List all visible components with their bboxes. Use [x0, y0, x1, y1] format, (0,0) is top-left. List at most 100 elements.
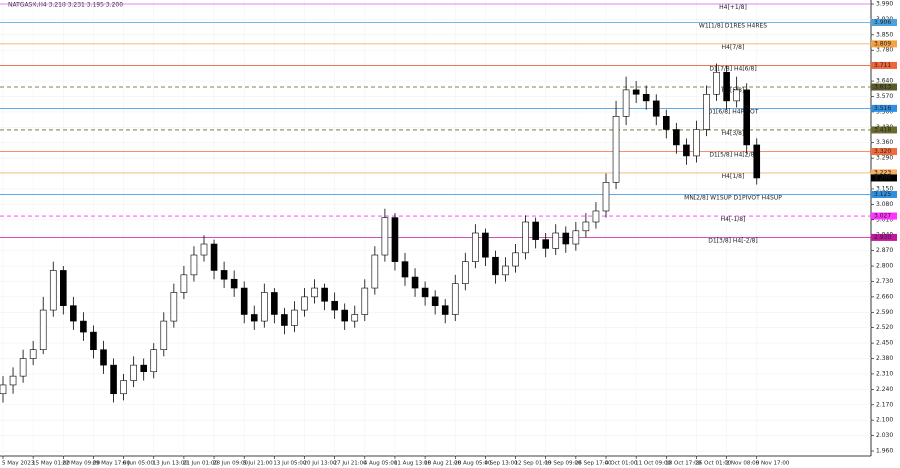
y-tick-label: 3.010: [876, 216, 893, 223]
x-tick-label: 13 Jun 13:00: [153, 461, 188, 467]
candle-body: [49, 270, 57, 311]
candle-body: [542, 239, 550, 249]
candle-body: [180, 274, 188, 293]
x-tick-label: 18 Oct 17:00: [665, 461, 701, 467]
y-tick-label: 2.100: [876, 417, 893, 424]
y-tick-label: 3.150: [876, 185, 893, 192]
level-label: W1[1/8] D1RES H4RES: [699, 22, 767, 29]
chart-title: NATGASX,H4 3.218 3.231 3.195 3.200: [8, 2, 123, 9]
y-tick-label: 2.450: [876, 340, 893, 347]
candle-body: [80, 320, 87, 333]
candle-body: [733, 89, 740, 102]
y-tick-label: 3.360: [876, 139, 893, 146]
x-tick-label: 26 Oct 01:00: [695, 461, 731, 467]
candle-body: [331, 300, 338, 311]
candle-body: [190, 254, 198, 276]
x-tick-label: 6 Jun 05:00: [123, 461, 155, 467]
level-label: H4[3/8]: [722, 130, 745, 137]
level-price-label: 2.930: [874, 234, 891, 241]
candle-body: [260, 292, 268, 322]
level-label: H4[+1/8]: [719, 4, 747, 11]
candle-body: [351, 314, 359, 322]
level-price-box: [871, 40, 897, 48]
candle-body: [130, 364, 137, 381]
level-price-box: [871, 126, 897, 134]
candle-body: [9, 375, 17, 386]
candle-body: [713, 71, 720, 95]
candle-body: [321, 287, 328, 302]
candle-body: [552, 232, 560, 249]
y-tick-label: 3.990: [876, 1, 893, 8]
candle-body: [683, 144, 690, 157]
y-tick-label: 1.960: [876, 448, 893, 455]
candle-body: [210, 243, 218, 271]
candle-body: [230, 278, 238, 289]
candle-body: [572, 230, 580, 245]
candle-body: [472, 232, 479, 262]
candle-body: [361, 287, 369, 315]
level-price-box: [871, 61, 897, 69]
x-tick-label: 9 Nov 17:00: [756, 461, 790, 467]
y-tick-label: 2.660: [876, 293, 893, 300]
y-tick-label: 3.570: [876, 93, 893, 100]
candle-body: [371, 254, 379, 289]
level-label: D1[6/8] H4PIVOT: [708, 108, 759, 115]
candle-body: [341, 309, 349, 322]
candle-body: [461, 261, 469, 284]
candle-body: [220, 270, 228, 280]
candle-body: [562, 232, 570, 245]
y-tick-label: 3.080: [876, 201, 893, 208]
level-price-label: 3.711: [874, 62, 891, 69]
candle-body: [271, 292, 278, 315]
candle-body: [582, 221, 590, 232]
candle-body: [522, 221, 529, 254]
candle-body: [612, 116, 620, 183]
level-label: H4[5/8]: [722, 87, 745, 94]
x-tick-label: 28 Aug 05:00: [454, 461, 492, 467]
candle-body: [632, 89, 640, 95]
level-price-box: [871, 212, 897, 220]
level-price-box: [871, 148, 897, 156]
last-price-label: 3.200: [874, 174, 891, 181]
level-label: MN[2/8] W1SUP D1PIVOT H4SUP: [684, 194, 782, 201]
candle-body: [411, 276, 419, 289]
candle-body: [592, 210, 600, 223]
y-tick-label: 2.870: [876, 247, 893, 254]
candle-body: [723, 71, 730, 102]
candle-body: [100, 349, 107, 366]
candle-body: [250, 314, 258, 322]
y-tick-label: 3.500: [876, 108, 893, 115]
level-label: D1[3/8] H4[-2/8]: [708, 237, 758, 244]
level-label: D1[5/8] H4[2/8]: [709, 152, 756, 159]
candle-body: [512, 252, 519, 267]
x-tick-label: 2 Nov 08:00: [726, 461, 760, 467]
x-tick-label: 4 Sep 13:00: [484, 461, 518, 467]
y-tick-label: 3.640: [876, 78, 893, 85]
y-tick-label: 2.240: [876, 386, 893, 393]
candle-body: [291, 309, 298, 326]
candle-body: [19, 358, 27, 377]
y-tick-label: 2.170: [876, 401, 893, 408]
x-tick-label: 12 Sep 01:00: [515, 461, 552, 467]
x-tick-label: 5 Jul 21:00: [243, 461, 273, 467]
candle-body: [90, 331, 97, 351]
x-tick-label: 20 Jul 13:00: [304, 461, 337, 467]
candle-body: [753, 144, 761, 179]
candle-body: [492, 256, 499, 276]
candle-body: [421, 287, 429, 298]
candle-body: [240, 287, 248, 315]
level-price-box: [871, 190, 897, 198]
x-tick-label: 15 May 01:00: [32, 461, 70, 467]
level-price-box: [871, 83, 897, 91]
x-tick-label: 18 Aug 21:00: [424, 461, 462, 467]
candle-body: [39, 309, 47, 351]
level-label: H4[-1/8]: [721, 216, 746, 223]
level-price-box: [871, 233, 897, 241]
candle-body: [200, 243, 208, 256]
candle-body: [70, 305, 77, 322]
candle-body: [301, 296, 308, 311]
candle-body: [150, 349, 158, 373]
x-tick-label: 19 Sep 09:00: [545, 461, 582, 467]
x-tick-label: 21 Jun 01:00: [183, 461, 218, 467]
